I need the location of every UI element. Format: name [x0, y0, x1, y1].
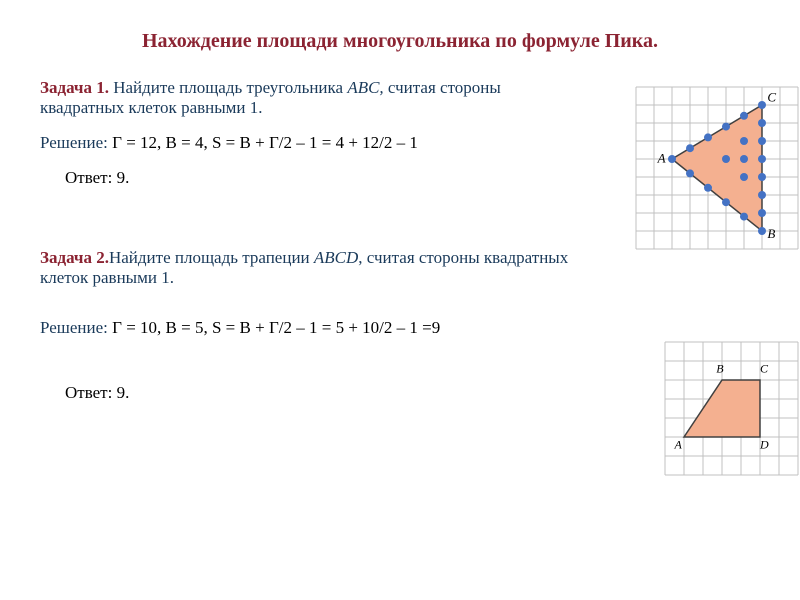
problem-2: Задача 2.Найдите площадь трапеции ABCD, …: [40, 248, 760, 403]
diagram-trapezoid: A B C D: [663, 340, 800, 482]
svg-text:B: B: [716, 361, 724, 375]
svg-text:C: C: [767, 89, 776, 104]
diagram-triangle: A B C: [634, 85, 800, 256]
problem-2-solution: Решение: Г = 10, В = 5, S = В + Г/2 – 1 …: [40, 318, 760, 338]
svg-text:D: D: [759, 437, 769, 451]
problem-2-answer: Ответ: 9.: [65, 383, 760, 403]
problem-1-text: Задача 1. Найдите площадь треугольника A…: [40, 78, 570, 118]
svg-text:B: B: [767, 226, 775, 241]
page-title: Нахождение площади многоугольника по фор…: [40, 30, 760, 53]
problem-1-label: Задача 1.: [40, 78, 109, 97]
problem-2-text: Задача 2.Найдите площадь трапеции ABCD, …: [40, 248, 570, 288]
problem-2-label: Задача 2.: [40, 248, 109, 267]
svg-text:C: C: [760, 361, 769, 375]
svg-text:A: A: [674, 437, 683, 451]
svg-text:A: A: [657, 151, 666, 166]
